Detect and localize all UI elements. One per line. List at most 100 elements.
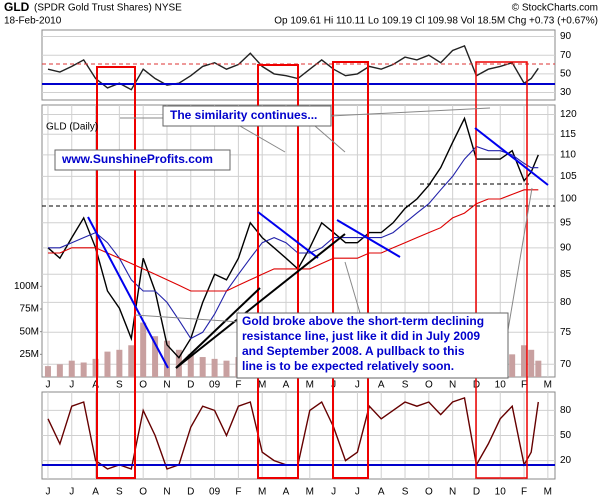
x-tick-label: A <box>378 380 385 391</box>
y-tick-label: 115 <box>560 129 576 140</box>
quote: Op 109.61 Hi 110.11 Lo 109.19 Cl 109.98 … <box>274 16 598 27</box>
note-box <box>54 149 231 171</box>
annotation: and September 2008. A pullback to this <box>242 344 465 358</box>
x-tick-label: S <box>116 380 123 391</box>
annotation: The similarity continues... <box>170 108 317 122</box>
x-tick-label: 09 <box>209 380 221 391</box>
x-tick-label: F <box>235 487 241 498</box>
y-tick-label: 50 <box>560 69 572 80</box>
volume-tick-label: 100M <box>14 281 39 292</box>
x-tick-label: D <box>187 487 194 498</box>
volume-tick-label: 25M <box>20 349 39 360</box>
y-tick-label: 80 <box>560 297 572 308</box>
volume-bar <box>140 322 147 377</box>
y-tick-label: 95 <box>560 217 572 228</box>
y-tick-label: 30 <box>560 87 572 98</box>
volume-bar <box>509 354 516 377</box>
x-tick-label: O <box>425 380 433 391</box>
x-tick-label: A <box>283 380 290 391</box>
callout <box>239 125 286 153</box>
x-tick-label: J <box>355 487 360 498</box>
callout <box>329 107 491 117</box>
y-tick-label: 50 <box>560 430 572 441</box>
security-name: (SPDR Gold Trust Shares) NYSE <box>34 3 182 14</box>
volume-tick-label: 75M <box>20 304 39 315</box>
volume-bar <box>223 360 230 377</box>
x-tick-label: 10 <box>495 487 507 498</box>
highlight-box <box>96 66 136 479</box>
x-tick-label: A <box>283 487 290 498</box>
x-tick-label: O <box>139 380 147 391</box>
volume-tick-label: 50M <box>20 326 39 337</box>
volume-bar <box>56 364 63 377</box>
x-tick-label: S <box>402 380 409 391</box>
x-tick-label: M <box>258 487 266 498</box>
volume-bar <box>528 349 535 377</box>
y-tick-label: 105 <box>560 171 577 182</box>
annotation: www.SunshineProfits.com <box>61 152 213 166</box>
x-tick-label: S <box>402 487 409 498</box>
y-tick-label: 110 <box>560 150 576 161</box>
y-tick-label: 85 <box>560 269 572 280</box>
trend-line <box>474 127 549 186</box>
volume-bar <box>163 340 170 377</box>
volume-bar <box>187 354 194 377</box>
x-tick-label: F <box>235 380 241 391</box>
callout <box>507 187 533 331</box>
annotation: Gold broke above the short-term declinin… <box>242 314 484 328</box>
y-tick-label: 20 <box>560 455 572 466</box>
symbol: GLD <box>4 0 30 14</box>
x-tick-label: J <box>69 487 74 498</box>
x-tick-label: O <box>425 487 433 498</box>
y-tick-label: 75 <box>560 327 572 338</box>
highlight-box <box>475 61 528 479</box>
x-tick-label: F <box>521 487 527 498</box>
x-tick-label: M <box>258 380 266 391</box>
x-tick-label: F <box>521 380 527 391</box>
volume-bar <box>535 360 542 377</box>
x-tick-label: M <box>306 487 314 498</box>
volume-bar <box>175 349 182 377</box>
volume-bar <box>128 345 135 377</box>
x-tick-label: N <box>449 380 456 391</box>
volume-bar <box>116 349 123 377</box>
date: 18-Feb-2010 <box>4 16 62 27</box>
x-tick-label: J <box>355 380 360 391</box>
x-tick-label: 09 <box>209 487 221 498</box>
volume-bar <box>68 360 75 377</box>
x-tick-label: N <box>163 380 170 391</box>
y-tick-label: 70 <box>560 359 572 370</box>
x-tick-label: A <box>92 487 99 498</box>
highlight-box <box>332 61 369 479</box>
note-box <box>162 105 332 127</box>
x-tick-label: N <box>449 487 456 498</box>
volume-bar <box>92 358 99 377</box>
trend-line <box>257 211 319 259</box>
x-tick-label: J <box>45 487 50 498</box>
panel-title: GLD (Daily) <box>46 122 98 133</box>
x-tick-label: J <box>331 487 336 498</box>
x-tick-label: S <box>116 487 123 498</box>
trend-line <box>175 287 261 369</box>
volume-bar <box>44 366 51 377</box>
x-tick-label: O <box>139 487 147 498</box>
y-tick-label: 100 <box>560 194 577 205</box>
x-tick-label: D <box>473 487 480 498</box>
x-tick-label: J <box>45 380 50 391</box>
annotation: line is to be expected relatively soon. <box>242 359 454 373</box>
volume-bar <box>152 336 159 377</box>
x-tick-label: N <box>163 487 170 498</box>
trend-line <box>87 216 169 369</box>
x-tick-label: M <box>306 380 314 391</box>
x-tick-label: D <box>187 380 194 391</box>
volume-bar <box>104 351 111 377</box>
y-tick-label: 90 <box>560 242 572 253</box>
trend-line <box>175 233 346 369</box>
callout <box>134 314 241 323</box>
y-tick-label: 120 <box>560 109 577 120</box>
x-tick-label: A <box>92 380 99 391</box>
annotation: resistance line, just like it did in Jul… <box>242 329 480 343</box>
callout <box>344 261 361 314</box>
overlay <box>42 61 555 479</box>
volume-bar <box>521 345 528 377</box>
